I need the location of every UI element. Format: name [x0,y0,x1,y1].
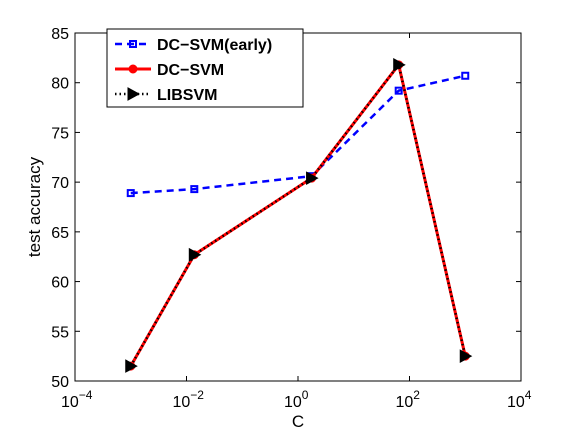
y-tick-label: 80 [51,76,69,93]
x-tick-label: 102 [396,388,421,411]
data-point [126,189,135,198]
y-tick-label: 50 [51,374,69,391]
data-point [188,247,202,262]
series-2 [125,57,473,373]
legend-label: LIBSVM [157,87,217,104]
y-tick-label: 55 [51,324,69,341]
x-tick-label: 10−4 [61,388,93,411]
x-tick-label: 104 [507,388,532,411]
y-axis-label: test accuracy [25,156,44,257]
legend-marker [129,40,137,48]
legend-label: DC−SVM [157,62,224,79]
y-tick-label: 65 [51,225,69,242]
legend-label: DC−SVM(early) [157,37,272,54]
data-point [459,349,473,363]
y-tick-label: 75 [51,125,69,142]
x-axis-label: C [292,412,304,431]
legend-marker [128,64,138,74]
data-point [190,185,199,194]
data-point [393,57,406,72]
data-point [306,171,319,186]
x-tick-label: 100 [284,388,309,411]
y-tick-label: 70 [51,175,69,192]
data-point [461,71,470,80]
y-tick-label: 85 [51,26,69,43]
axis-ticks: 50 55 60 65 70 75 80 85 10−4 10−2 100 102 104 [51,26,532,411]
data-point [125,359,138,373]
legend-marker [127,87,141,101]
data-point [394,86,403,95]
series-layer [125,57,473,373]
x-tick-label: 10−2 [173,388,205,411]
y-tick-label: 60 [51,275,69,292]
legend: DC−SVM(early) DC−SVM LIBSVM [106,28,304,108]
